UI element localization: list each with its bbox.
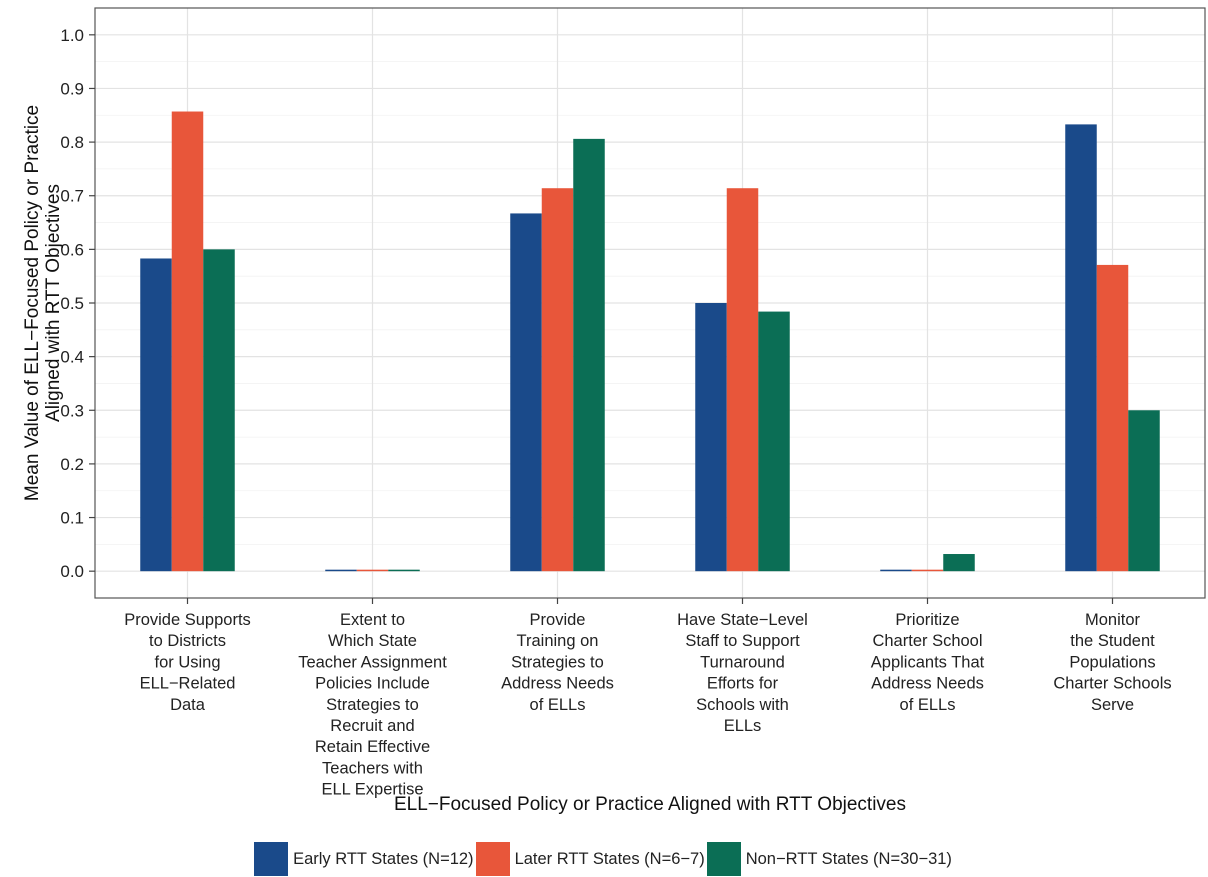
bar-1-5 <box>880 569 912 572</box>
x-tick-label: Extent to Which State Teacher Assignment Po… <box>298 611 447 799</box>
bar-chart: 0.0 0.1 0.2 0.3 0.4 0.5 0.6 0.7 0.8 0.9 1.0 Provid… <box>22 7 1206 815</box>
y-tick-label: 0.5 <box>60 294 84 313</box>
x-tick-label-line: of ELLs <box>900 696 956 714</box>
bar-3-2 <box>388 569 420 572</box>
legend-item-2: Later RTT States (N=6−7) <box>475 842 707 876</box>
bar-1-4 <box>695 303 727 572</box>
y-tick-label: 0.2 <box>60 455 84 474</box>
bar-2-1 <box>171 111 204 572</box>
x-tick-label: Have State−Level Staff to Support Turnarou… <box>677 611 808 735</box>
y-axis-title-line: Mean Value of ELL−Focused Policy or Prac… <box>22 105 43 501</box>
x-tick-label-line: Address Needs <box>501 675 614 693</box>
bar-1-6 <box>1065 124 1097 572</box>
x-tick-label-line: Populations <box>1069 653 1155 671</box>
x-tick-label: Provide Supports to Districts for Using ELL… <box>124 611 251 714</box>
y-tick-label: 0.4 <box>60 348 84 367</box>
x-tick-label: Provide Training on Strategies to Address N… <box>501 611 614 714</box>
y-axis-title-line: Aligned with RTT Objectives <box>43 184 64 422</box>
x-tick-label-line: Monitor <box>1085 611 1141 629</box>
x-tick-label-line: Prioritize <box>895 611 959 629</box>
x-tick-label-line: Schools with <box>696 696 789 714</box>
x-tick-label-line: ELLs <box>724 717 762 735</box>
y-axis-title: Mean Value of ELL−Focused Policy or Prac… <box>22 105 64 501</box>
x-tick-label-line: Turnaround <box>700 653 785 671</box>
y-tick-label: 1.0 <box>60 26 84 45</box>
grid-lines <box>95 8 1205 598</box>
bar-2-2 <box>356 569 389 572</box>
bar-2-5 <box>911 569 944 572</box>
x-tick-label-line: Applicants That <box>871 653 985 671</box>
x-tick-label-line: Charter School <box>872 632 982 650</box>
x-tick-label-line: Provide Supports <box>124 611 251 629</box>
bar-3-4 <box>758 311 790 572</box>
x-axis: Provide Supports to Districts for Using ELL… <box>124 598 1172 799</box>
legend-item-3: Non−RTT States (N=30−31) <box>706 842 954 876</box>
x-tick-label-line: Recruit and <box>330 717 414 735</box>
bar-1-2 <box>325 569 357 572</box>
x-tick-label-line: Staff to Support <box>685 632 800 650</box>
legend-item-1: Early RTT States (N=12) <box>254 842 476 876</box>
x-tick-label-line: Efforts for <box>707 675 779 693</box>
x-tick-label-line: Teacher Assignment <box>298 653 447 671</box>
x-tick-label-line: Serve <box>1091 696 1134 714</box>
x-tick-label-line: ELL Expertise <box>321 781 423 799</box>
legend-label: Non−RTT States (N=30−31) <box>745 849 952 868</box>
bar-2-4 <box>726 188 759 572</box>
x-tick-label-line: the Student <box>1070 632 1155 650</box>
x-tick-label-line: Charter Schools <box>1053 675 1171 693</box>
y-tick-label: 0.1 <box>60 509 84 528</box>
bar-3-5 <box>943 554 975 572</box>
y-tick-label: 0.0 <box>60 562 84 581</box>
x-tick-label-line: Provide <box>530 611 586 629</box>
bar-1-3 <box>510 213 542 572</box>
x-tick-label-line: of ELLs <box>530 696 586 714</box>
bars <box>140 111 1160 572</box>
legend-label: Early RTT States (N=12) <box>293 849 474 868</box>
x-tick-label-line: Which State <box>328 632 417 650</box>
x-tick-label-line: Strategies to <box>326 696 419 714</box>
x-tick-label-line: Training on <box>517 632 599 650</box>
legend-label: Later RTT States (N=6−7) <box>514 849 705 868</box>
bar-1-1 <box>140 258 172 572</box>
y-tick-label: 0.7 <box>60 187 84 206</box>
x-tick-label-line: for Using <box>154 653 220 671</box>
legend-swatch <box>254 842 289 876</box>
bar-2-6 <box>1096 264 1129 572</box>
y-tick-label: 0.8 <box>60 133 84 152</box>
bar-3-1 <box>203 249 235 572</box>
x-tick-label-line: to Districts <box>149 632 226 650</box>
x-tick-label-line: Retain Effective <box>315 738 430 756</box>
y-tick-label: 0.9 <box>60 79 84 98</box>
y-tick-label: 0.6 <box>60 240 84 259</box>
x-axis-title: ELL−Focused Policy or Practice Aligned w… <box>394 794 906 815</box>
legend: Early RTT States (N=12) Later RTT States … <box>0 842 1208 876</box>
bar-3-6 <box>1128 410 1160 572</box>
x-tick-label: Prioritize Charter School Applicants That A… <box>871 611 985 714</box>
x-tick-label: Monitor the Student Populations Charter Sch… <box>1053 611 1171 714</box>
x-tick-label-line: Teachers with <box>322 759 423 777</box>
x-tick-label-line: Data <box>170 696 206 714</box>
x-tick-label-line: Strategies to <box>511 653 604 671</box>
x-tick-label-line: Have State−Level <box>677 611 808 629</box>
bar-3-3 <box>573 138 605 572</box>
legend-swatch <box>475 842 510 876</box>
x-tick-label-line: Address Needs <box>871 675 984 693</box>
y-tick-label: 0.3 <box>60 401 84 420</box>
x-tick-label-line: Extent to <box>340 611 405 629</box>
x-tick-label-line: ELL−Related <box>140 675 236 693</box>
bar-2-3 <box>541 188 574 572</box>
x-tick-label-line: Policies Include <box>315 675 430 693</box>
legend-swatch <box>706 842 741 876</box>
y-axis: 0.0 0.1 0.2 0.3 0.4 0.5 0.6 0.7 0.8 0.9 1.0 <box>60 26 95 581</box>
